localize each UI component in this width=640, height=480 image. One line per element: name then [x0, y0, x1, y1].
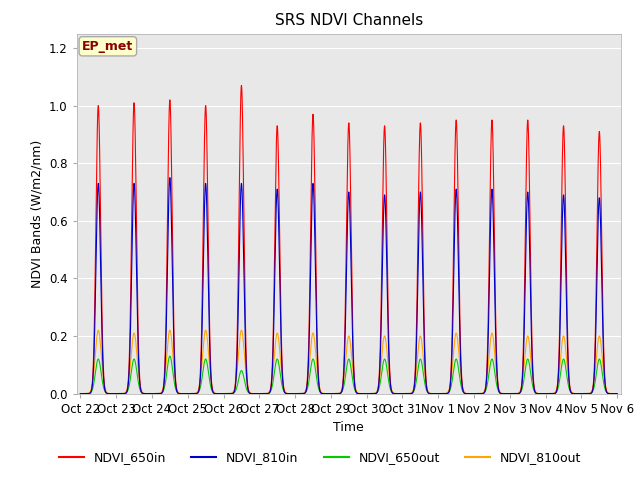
- Legend: NDVI_650in, NDVI_810in, NDVI_650out, NDVI_810out: NDVI_650in, NDVI_810in, NDVI_650out, NDV…: [54, 446, 586, 469]
- Y-axis label: NDVI Bands (W/m2/nm): NDVI Bands (W/m2/nm): [31, 140, 44, 288]
- Title: SRS NDVI Channels: SRS NDVI Channels: [275, 13, 423, 28]
- Text: EP_met: EP_met: [82, 40, 134, 53]
- X-axis label: Time: Time: [333, 421, 364, 434]
